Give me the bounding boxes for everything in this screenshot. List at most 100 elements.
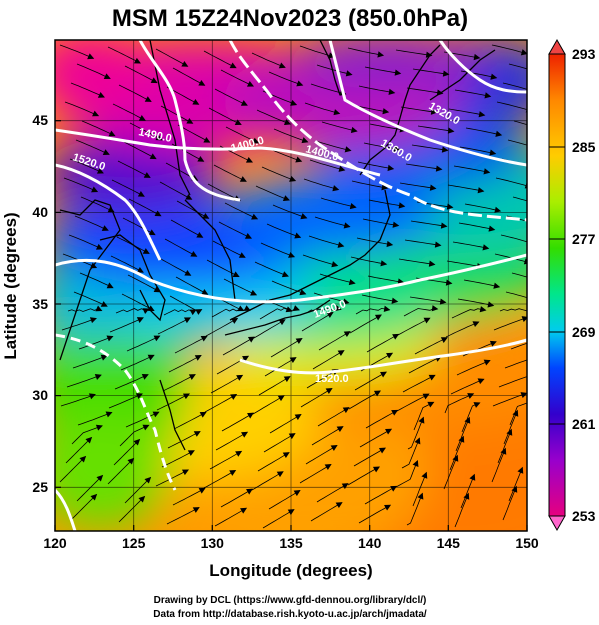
streamline-arrow-181 xyxy=(141,373,149,380)
streamline-arrow-223 xyxy=(235,450,243,457)
streamline-arrow-217 xyxy=(418,416,425,424)
streamline-117 xyxy=(398,258,435,265)
streamline-arrow-141 xyxy=(142,308,150,315)
streamline-50 xyxy=(75,139,110,155)
streamline-34 xyxy=(256,109,291,125)
streamline-arrow-122 xyxy=(201,288,209,295)
streamline-arrow-149 xyxy=(529,307,535,312)
streamline-256 xyxy=(358,504,391,524)
streamline-103 xyxy=(212,240,246,258)
streamline-26 xyxy=(358,85,395,94)
streamline-4 xyxy=(251,52,286,68)
streamline-arrow-243 xyxy=(246,488,253,495)
streamline-arrow-2 xyxy=(181,60,189,67)
streamline-64 xyxy=(261,166,296,182)
streamline-arrow-26 xyxy=(388,88,396,95)
streamline-70 xyxy=(63,177,98,192)
streamline-arrow-96 xyxy=(392,221,400,228)
streamline-arrow-183 xyxy=(236,374,244,381)
streamline-arrow-64 xyxy=(289,175,297,182)
streamline-arrow-16 xyxy=(394,69,402,76)
x-tick-label: 145 xyxy=(437,535,461,551)
streamline-arrow-34 xyxy=(283,119,291,126)
streamline-21 xyxy=(118,84,152,102)
streamline-arrow-215 xyxy=(336,426,344,433)
streamline-231 xyxy=(107,458,134,485)
streamline-55 xyxy=(315,140,351,151)
streamline-arrow-152 xyxy=(183,317,191,324)
streamline-arrow-124 xyxy=(299,289,307,296)
streamline-arrow-174 xyxy=(289,357,297,364)
streamline-226 xyxy=(353,447,386,467)
streamline-157 xyxy=(397,317,430,336)
y-tick-label: 45 xyxy=(32,112,48,128)
streamline-20 xyxy=(70,82,105,98)
streamline-arrow-61 xyxy=(143,172,151,178)
streamline-arrow-157 xyxy=(423,317,431,324)
streamline-arrow-248 xyxy=(469,473,476,481)
streamline-249 xyxy=(508,467,523,502)
streamline-42 xyxy=(177,124,210,143)
streamline-arrow-66 xyxy=(387,164,395,172)
streamline-arrow-4 xyxy=(278,62,286,69)
streamline-arrow-104 xyxy=(288,251,296,258)
streamline-arrow-55 xyxy=(344,146,352,153)
streamline-93 xyxy=(218,221,252,239)
streamline-arrow-234 xyxy=(276,471,284,478)
streamline-arrow-235 xyxy=(324,464,332,470)
streamline-107 xyxy=(404,239,441,246)
streamline-205 xyxy=(317,407,350,427)
streamline-arrow-210 xyxy=(95,424,103,431)
streamline-35 xyxy=(304,102,340,114)
streamline-171 xyxy=(120,354,155,371)
streamline-160 xyxy=(78,336,113,350)
streamline-182 xyxy=(162,374,196,392)
streamline-76 xyxy=(351,180,388,189)
x-tick-label: 135 xyxy=(279,535,303,551)
streamline-arrow-52 xyxy=(197,155,205,162)
streamline-arrow-30 xyxy=(92,110,100,117)
streamline-121 xyxy=(127,274,160,293)
streamline-arrow-253 xyxy=(240,507,248,514)
streamline-199 xyxy=(492,392,527,407)
streamline-155 xyxy=(301,312,334,332)
streamline-arrow-15 xyxy=(345,70,353,77)
streamline-arrow-240 xyxy=(96,474,104,482)
streamline-arrow-250 xyxy=(90,493,98,501)
streamline-arrow-236 xyxy=(372,466,380,473)
streamline-arrow-54 xyxy=(295,156,303,163)
streamline-arrow-105 xyxy=(337,241,345,248)
streamline-arrow-156 xyxy=(374,314,382,321)
streamline-156 xyxy=(349,314,382,334)
streamline-49 xyxy=(513,120,527,126)
streamline-arrow-51 xyxy=(149,153,157,160)
streamline-arrow-204 xyxy=(294,414,302,421)
streamline-arrow-48 xyxy=(495,130,503,137)
streamline-arrow-195 xyxy=(325,388,333,394)
streamline-40 xyxy=(81,120,115,137)
streamline-138 xyxy=(457,298,494,306)
streamline-arrow-249 xyxy=(517,466,524,474)
streamline-17 xyxy=(412,68,449,75)
streamline-arrow-67 xyxy=(435,165,443,172)
streamline-172 xyxy=(168,355,202,373)
streamline-179 xyxy=(504,359,527,369)
streamline-arrow-252 xyxy=(192,507,200,513)
streamline-arrow-57 xyxy=(441,146,449,153)
streamline-arrow-129 xyxy=(541,279,547,284)
streamline-128 xyxy=(463,279,500,288)
streamline-187 xyxy=(402,374,436,393)
streamline-183 xyxy=(210,374,243,394)
streamline-arrow-65 xyxy=(338,165,346,172)
streamline-198 xyxy=(444,393,474,414)
streamline-115 xyxy=(302,254,338,266)
streamline-arrow-50 xyxy=(102,149,110,156)
streamline-255 xyxy=(310,502,343,522)
streamline-190 xyxy=(60,394,96,407)
streamline-arrow-165 xyxy=(343,331,351,338)
y-axis-title: Latitude (degrees) xyxy=(1,212,20,359)
streamline-11 xyxy=(124,65,158,84)
streamline-220 xyxy=(65,437,92,464)
streamline-arrow-17 xyxy=(442,70,450,77)
